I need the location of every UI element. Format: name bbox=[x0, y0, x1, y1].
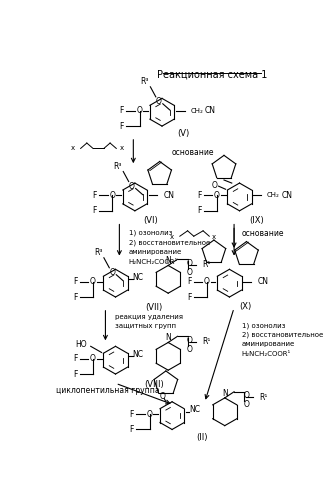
Text: O: O bbox=[147, 410, 152, 419]
Text: x: x bbox=[120, 145, 124, 151]
Text: O: O bbox=[187, 336, 193, 345]
Text: R¹: R¹ bbox=[259, 393, 267, 402]
Text: (II): (II) bbox=[196, 433, 207, 442]
Text: O: O bbox=[187, 258, 193, 267]
Text: N: N bbox=[165, 256, 171, 265]
Text: O: O bbox=[129, 182, 135, 191]
Text: O: O bbox=[187, 345, 193, 354]
Text: (VII): (VII) bbox=[146, 303, 163, 312]
Text: CN: CN bbox=[281, 191, 292, 200]
Text: CN: CN bbox=[163, 191, 175, 200]
Text: NC: NC bbox=[189, 405, 200, 414]
Text: O: O bbox=[110, 268, 115, 277]
Text: O: O bbox=[90, 354, 96, 363]
Text: HO: HO bbox=[75, 340, 86, 349]
Text: аминирование: аминирование bbox=[242, 341, 295, 347]
Text: R³: R³ bbox=[141, 77, 149, 86]
Text: R¹: R¹ bbox=[202, 337, 211, 346]
Text: циклопентильная группа: циклопентильная группа bbox=[56, 387, 159, 396]
Text: 1) озонолиз: 1) озонолиз bbox=[242, 322, 285, 329]
Text: O: O bbox=[212, 181, 218, 190]
Text: x: x bbox=[212, 234, 216, 240]
Text: F: F bbox=[187, 277, 191, 286]
Text: F: F bbox=[73, 277, 77, 286]
Text: CN: CN bbox=[258, 277, 269, 286]
Text: F: F bbox=[92, 206, 97, 215]
Text: R³: R³ bbox=[94, 248, 103, 257]
Text: F: F bbox=[120, 106, 124, 115]
Text: основание: основание bbox=[242, 230, 284, 239]
Text: O: O bbox=[187, 268, 193, 277]
Text: реакция удаления: реакция удаления bbox=[115, 314, 183, 320]
Text: F: F bbox=[92, 191, 97, 200]
Text: N: N bbox=[165, 333, 171, 342]
Text: F: F bbox=[197, 206, 201, 215]
Text: F: F bbox=[197, 191, 201, 200]
Text: основание: основание bbox=[172, 148, 215, 157]
Text: H₂NCH₂COOR¹: H₂NCH₂COOR¹ bbox=[129, 258, 178, 264]
Text: R¹: R¹ bbox=[202, 260, 211, 269]
Text: CH₂: CH₂ bbox=[191, 108, 204, 114]
Text: x: x bbox=[170, 234, 174, 240]
Text: CN: CN bbox=[205, 106, 216, 115]
Text: O: O bbox=[90, 277, 96, 286]
Text: NC: NC bbox=[133, 272, 144, 281]
Text: 1) озонолиз: 1) озонолиз bbox=[129, 230, 172, 237]
Text: O: O bbox=[160, 392, 166, 401]
Text: O: O bbox=[244, 400, 250, 409]
Text: 2) восстановительное: 2) восстановительное bbox=[242, 331, 323, 338]
Text: (VIII): (VIII) bbox=[144, 380, 164, 389]
Text: Реакционная схема 1: Реакционная схема 1 bbox=[157, 69, 268, 79]
Text: O: O bbox=[156, 97, 162, 106]
Text: O: O bbox=[244, 391, 250, 400]
Text: аминирование: аминирование bbox=[129, 249, 182, 254]
Text: O: O bbox=[204, 277, 210, 286]
Text: 2) восстановительное: 2) восстановительное bbox=[129, 239, 210, 246]
Text: (X): (X) bbox=[239, 302, 251, 311]
Text: R³: R³ bbox=[114, 162, 122, 171]
Text: H₂NCH₂COOR¹: H₂NCH₂COOR¹ bbox=[242, 351, 291, 357]
Text: защитных групп: защитных групп bbox=[115, 323, 176, 329]
Text: F: F bbox=[187, 292, 191, 301]
Text: F: F bbox=[120, 122, 124, 131]
Text: F: F bbox=[73, 292, 77, 301]
Text: N: N bbox=[222, 389, 228, 398]
Text: CH₂: CH₂ bbox=[267, 193, 279, 199]
Text: (VI): (VI) bbox=[143, 216, 158, 225]
Text: O: O bbox=[214, 191, 220, 200]
Text: (IX): (IX) bbox=[249, 216, 264, 225]
Text: O: O bbox=[110, 191, 115, 200]
Text: F: F bbox=[73, 370, 77, 379]
Text: (V): (V) bbox=[178, 129, 190, 138]
Text: F: F bbox=[130, 410, 134, 419]
Text: F: F bbox=[130, 425, 134, 434]
Text: x: x bbox=[71, 145, 75, 151]
Text: NC: NC bbox=[133, 349, 144, 358]
Text: F: F bbox=[73, 354, 77, 363]
Text: O: O bbox=[137, 106, 142, 115]
